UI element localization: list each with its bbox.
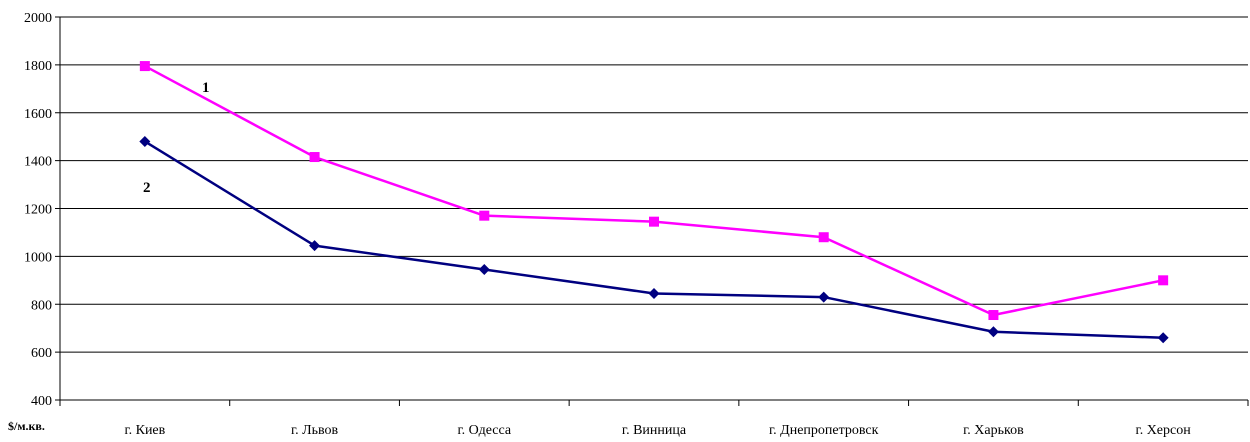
gridlines bbox=[60, 16, 1248, 353]
series-2-point bbox=[139, 135, 151, 147]
series-1-point bbox=[649, 216, 659, 227]
series-layer bbox=[139, 61, 1169, 344]
x-tick-label: г. Одесса bbox=[457, 423, 511, 438]
y-tick-label: 1000 bbox=[24, 250, 52, 265]
series-2-point bbox=[818, 291, 830, 303]
y-axis-ticks: 400 600 800 1000 1200 1400 1600 1800 2000 bbox=[24, 11, 60, 409]
y-tick-label: 2000 bbox=[24, 11, 52, 26]
x-tick-label: г. Харьков bbox=[963, 423, 1024, 438]
x-tick-label: г. Днепропетровск bbox=[769, 423, 879, 438]
series-1-point bbox=[479, 210, 490, 221]
y-tick-label: 1600 bbox=[24, 107, 52, 122]
y-tick-label: 1800 bbox=[24, 59, 52, 74]
series-1-point bbox=[309, 152, 320, 163]
series-2-line bbox=[144, 140, 1164, 340]
series-2-point bbox=[1157, 332, 1169, 344]
series-1-line bbox=[144, 64, 1164, 317]
x-tick-label: г. Винница bbox=[622, 423, 687, 438]
y-tick-label: 1400 bbox=[24, 155, 52, 170]
series-1-point bbox=[988, 310, 999, 321]
x-tick-label: г. Киев bbox=[124, 423, 165, 438]
series-2-point bbox=[648, 287, 660, 299]
series-1-label: 1 bbox=[202, 80, 210, 96]
y-tick-label: 400 bbox=[31, 394, 52, 409]
series-1-point bbox=[1158, 275, 1169, 286]
series-2-point bbox=[309, 240, 321, 252]
y-tick-label: 800 bbox=[31, 298, 52, 313]
series-1-point bbox=[139, 61, 150, 72]
series-2-point bbox=[478, 264, 490, 276]
series-2-label: 2 bbox=[143, 180, 151, 196]
series-2-point bbox=[987, 326, 999, 338]
y-tick-label: 1200 bbox=[24, 203, 52, 218]
y-tick-label: 600 bbox=[31, 346, 52, 361]
series-1-point bbox=[818, 232, 829, 243]
y-axis-unit-label: $/м.кв. bbox=[8, 419, 45, 433]
x-axis-ticks: г. Киев г. Львов г. Одесса г. Винница г. Дне… bbox=[59, 400, 1249, 438]
x-tick-label: г. Херсон bbox=[1136, 423, 1192, 438]
x-tick-label: г. Львов bbox=[291, 423, 339, 438]
